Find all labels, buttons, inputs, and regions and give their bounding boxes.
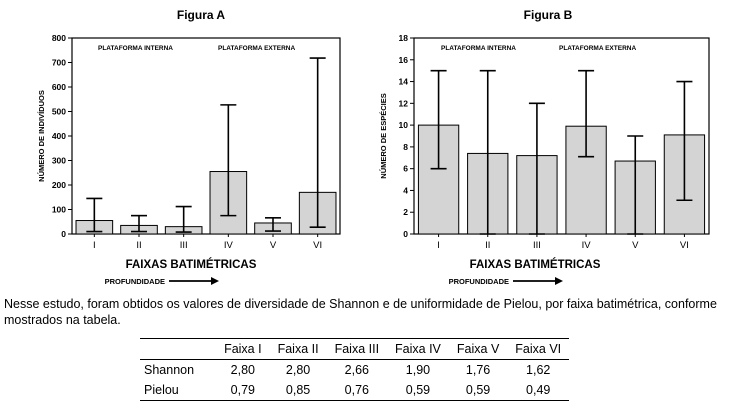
y-tick-label: 200: [52, 180, 66, 190]
table-header-cell: Faixa I: [224, 342, 262, 356]
table-corner-cell: [140, 339, 216, 360]
y-axis-label: NÚMERO DE INDIVÍDUOS: [37, 90, 46, 182]
depth-arrow-head: [211, 277, 219, 285]
table-cell: 2,80: [285, 363, 311, 377]
y-tick-label: 300: [52, 156, 66, 166]
table-cell: 2,80: [230, 363, 255, 377]
table-row-pielou: Pielou 0,79 0,85 0,76 0,59 0,59 0,49: [140, 380, 570, 401]
diversity-table: Faixa I Faixa II Faixa III Faixa IV Faix…: [140, 338, 570, 401]
x-tick-label: IV: [224, 240, 234, 251]
y-tick-label: 4: [403, 185, 408, 195]
region-annotation: PLATAFORMA INTERNA: [441, 45, 516, 52]
y-tick-label: 100: [52, 205, 66, 215]
table-row-label: Shannon: [144, 363, 195, 377]
y-tick-label: 6: [403, 164, 408, 174]
y-tick-label: 600: [52, 82, 66, 92]
y-tick-label: 16: [399, 55, 409, 65]
table-header-cell: Faixa IV: [395, 342, 441, 356]
x-tick-label: I: [437, 240, 440, 251]
region-annotation: PLATAFORMA EXTERNA: [218, 45, 295, 52]
depth-arrow-head: [555, 277, 563, 285]
table-row-shannon: Shannon 2,80 2,80 2,66 1,90 1,76 1,62: [140, 360, 569, 381]
table-header-cell: Faixa III: [334, 342, 380, 356]
table-cell: 0,59: [465, 383, 491, 397]
table-cell: 2,66: [344, 363, 369, 377]
depth-label: PROFUNDIDADE: [449, 277, 509, 286]
chart-title: Figura A: [177, 8, 226, 22]
table-cell: 0,49: [526, 383, 551, 397]
chart-figure-b: Figura B 0 2 4 6 8 10 12 14 16 18 NÚMERO DE ESPÉCIE…: [379, 8, 710, 286]
region-annotation: PLATAFORMA INTERNA: [98, 45, 173, 52]
x-tick-label: IV: [582, 240, 592, 251]
table-header-cell: Faixa II: [277, 342, 319, 356]
x-axis-label: FAIXAS BATIMÉTRICAS: [126, 258, 257, 271]
table-header-cell: Faixa V: [456, 342, 500, 356]
chart-title: Figura B: [524, 8, 573, 22]
table-header-row: Faixa I Faixa II Faixa III Faixa IV Faix…: [140, 338, 570, 360]
x-tick-label: VI: [313, 240, 322, 251]
depth-label: PROFUNDIDADE: [105, 277, 165, 286]
table-cell: 0,59: [405, 383, 431, 397]
y-tick-label: 500: [52, 107, 66, 117]
table-cell: 1,76: [465, 363, 491, 377]
y-axis-label: NÚMERO DE ESPÉCIES: [379, 93, 388, 178]
region-annotation: PLATAFORMA EXTERNA: [559, 45, 636, 52]
x-tick-label: VI: [680, 240, 689, 251]
plot-frame: [413, 37, 710, 235]
table-cell: 1,90: [405, 363, 431, 377]
y-tick-label: 0: [403, 229, 408, 239]
table-cell: 0,79: [230, 383, 255, 397]
y-tick-label: 14: [399, 77, 409, 87]
y-tick-label: 8: [403, 142, 408, 152]
x-tick-label: II: [136, 240, 141, 251]
table-row-label: Pielou: [144, 383, 179, 397]
y-tick-label: 10: [399, 120, 409, 130]
x-tick-label: V: [270, 240, 277, 251]
y-tick-label: 700: [52, 58, 66, 68]
y-tick-label: 18: [399, 33, 409, 43]
y-tick-label: 0: [61, 229, 66, 239]
description-paragraph: Nesse estudo, foram obtidos os valores d…: [4, 297, 717, 327]
y-tick-label: 12: [399, 98, 409, 108]
x-tick-label: III: [533, 240, 541, 251]
x-tick-label: III: [180, 240, 188, 251]
table-header-cell: Faixa VI: [515, 342, 562, 356]
y-tick-label: 2: [403, 207, 408, 217]
y-tick-label: 400: [52, 131, 66, 141]
table-cell: 1,62: [526, 363, 551, 377]
table-cell: 0,76: [344, 383, 369, 397]
table-cell: 0,85: [285, 383, 311, 397]
x-tick-label: II: [485, 240, 490, 251]
x-tick-label: V: [632, 240, 639, 251]
x-axis-label: FAIXAS BATIMÉTRICAS: [470, 258, 601, 271]
figures: Figura A0100200300400500600700800NÚMERO …: [37, 8, 710, 286]
x-tick-label: I: [93, 240, 96, 251]
y-tick-label: 800: [52, 33, 66, 43]
chart-figure-a: Figura A 0 100 200 300 400 500 600 700 800 NÚMERO …: [37, 8, 341, 286]
